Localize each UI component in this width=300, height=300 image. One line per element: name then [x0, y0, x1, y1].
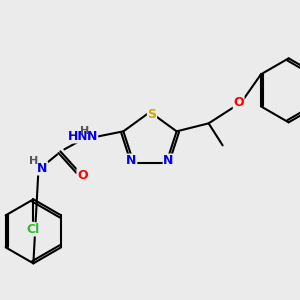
Text: Cl: Cl: [27, 223, 40, 236]
Text: HN: HN: [68, 130, 88, 143]
Text: O: O: [233, 96, 244, 109]
Text: S: S: [148, 109, 157, 122]
Text: N: N: [163, 154, 174, 167]
Text: H: H: [29, 156, 38, 166]
Text: N: N: [87, 130, 98, 143]
Text: O: O: [77, 169, 88, 182]
Text: N: N: [37, 162, 48, 175]
Text: H: H: [80, 126, 89, 136]
Text: N: N: [126, 154, 137, 167]
